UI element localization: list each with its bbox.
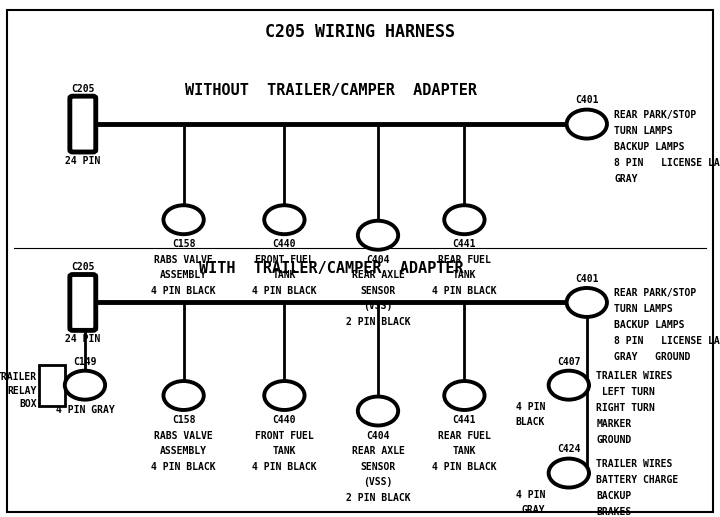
Text: C407: C407 [557,357,580,367]
FancyBboxPatch shape [70,96,96,152]
Text: 4 PIN BLACK: 4 PIN BLACK [432,286,497,296]
Circle shape [264,205,305,234]
Text: 4 PIN BLACK: 4 PIN BLACK [252,286,317,296]
Text: 4 PIN: 4 PIN [516,402,545,412]
Text: 2 PIN BLACK: 2 PIN BLACK [346,317,410,327]
Text: C401: C401 [575,274,598,284]
Text: BOX: BOX [19,399,37,409]
Text: BLACK: BLACK [516,417,545,427]
Text: REAR AXLE: REAR AXLE [351,270,405,280]
Text: 2 PIN BLACK: 2 PIN BLACK [346,493,410,503]
Text: REAR FUEL: REAR FUEL [438,431,491,440]
Text: RABS VALVE: RABS VALVE [154,431,213,440]
Text: (VSS): (VSS) [364,301,392,311]
Text: GRAY   GROUND: GRAY GROUND [614,352,690,362]
Text: RIGHT TURN: RIGHT TURN [596,403,655,413]
Text: 4 PIN BLACK: 4 PIN BLACK [151,286,216,296]
Text: C149: C149 [73,357,96,367]
Circle shape [264,381,305,410]
Text: TRAILER WIRES: TRAILER WIRES [596,371,672,381]
Text: TURN LAMPS: TURN LAMPS [614,126,673,135]
Text: C158: C158 [172,239,195,249]
Text: SENSOR: SENSOR [361,286,395,296]
Text: RABS VALVE: RABS VALVE [154,255,213,265]
Text: LEFT TURN: LEFT TURN [596,387,655,397]
Text: REAR FUEL: REAR FUEL [438,255,491,265]
Text: C404: C404 [366,431,390,440]
Text: 4 PIN BLACK: 4 PIN BLACK [432,462,497,472]
Text: REAR PARK/STOP: REAR PARK/STOP [614,288,696,298]
Text: WITH  TRAILER/CAMPER  ADAPTER: WITH TRAILER/CAMPER ADAPTER [199,261,464,277]
Text: C205: C205 [71,84,94,94]
Text: REAR PARK/STOP: REAR PARK/STOP [614,110,696,119]
Circle shape [444,205,485,234]
FancyBboxPatch shape [70,275,96,330]
Text: TANK: TANK [453,446,476,456]
Text: (VSS): (VSS) [364,477,392,487]
Text: BACKUP LAMPS: BACKUP LAMPS [614,142,685,151]
Circle shape [65,371,105,400]
Circle shape [163,381,204,410]
Text: 8 PIN   LICENSE LAMPS: 8 PIN LICENSE LAMPS [614,336,720,346]
Text: C205 WIRING HARNESS: C205 WIRING HARNESS [265,23,455,41]
Text: 4 PIN BLACK: 4 PIN BLACK [151,462,216,472]
Circle shape [567,288,607,317]
Circle shape [163,205,204,234]
Text: WITHOUT  TRAILER/CAMPER  ADAPTER: WITHOUT TRAILER/CAMPER ADAPTER [185,83,477,98]
Text: 8 PIN   LICENSE LAMPS: 8 PIN LICENSE LAMPS [614,158,720,168]
Text: 4 PIN: 4 PIN [516,490,545,500]
Text: ASSEMBLY: ASSEMBLY [160,446,207,456]
FancyBboxPatch shape [39,365,65,405]
Text: 24 PIN: 24 PIN [66,156,100,166]
Text: 4 PIN BLACK: 4 PIN BLACK [252,462,317,472]
Text: C404: C404 [366,255,390,265]
Text: TANK: TANK [453,270,476,280]
Text: FRONT FUEL: FRONT FUEL [255,431,314,440]
Text: GRAY: GRAY [614,174,638,184]
Text: C158: C158 [172,415,195,425]
Text: C401: C401 [575,96,598,105]
Text: C424: C424 [557,445,580,454]
Text: FRONT FUEL: FRONT FUEL [255,255,314,265]
Text: C441: C441 [453,239,476,249]
Circle shape [549,371,589,400]
Text: 4 PIN GRAY: 4 PIN GRAY [55,405,114,415]
Text: 24 PIN: 24 PIN [66,334,100,344]
Circle shape [567,110,607,139]
Circle shape [358,221,398,250]
Text: GRAY: GRAY [521,505,545,514]
Text: TANK: TANK [273,446,296,456]
Text: RELAY: RELAY [7,386,37,396]
Text: SENSOR: SENSOR [361,462,395,472]
Circle shape [549,459,589,488]
Text: TANK: TANK [273,270,296,280]
Text: C440: C440 [273,415,296,425]
Text: ASSEMBLY: ASSEMBLY [160,270,207,280]
Text: BATTERY CHARGE: BATTERY CHARGE [596,475,678,484]
Text: TRAILER: TRAILER [0,372,37,382]
Text: BACKUP LAMPS: BACKUP LAMPS [614,320,685,330]
Text: C441: C441 [453,415,476,425]
Text: GROUND: GROUND [596,435,631,445]
Circle shape [444,381,485,410]
Text: C440: C440 [273,239,296,249]
Text: C205: C205 [71,263,94,272]
Text: TURN LAMPS: TURN LAMPS [614,304,673,314]
Text: BACKUP: BACKUP [596,491,631,500]
Circle shape [358,397,398,425]
Text: REAR AXLE: REAR AXLE [351,446,405,456]
Text: MARKER: MARKER [596,419,631,429]
Text: TRAILER WIRES: TRAILER WIRES [596,459,672,468]
Text: BRAKES: BRAKES [596,507,631,516]
